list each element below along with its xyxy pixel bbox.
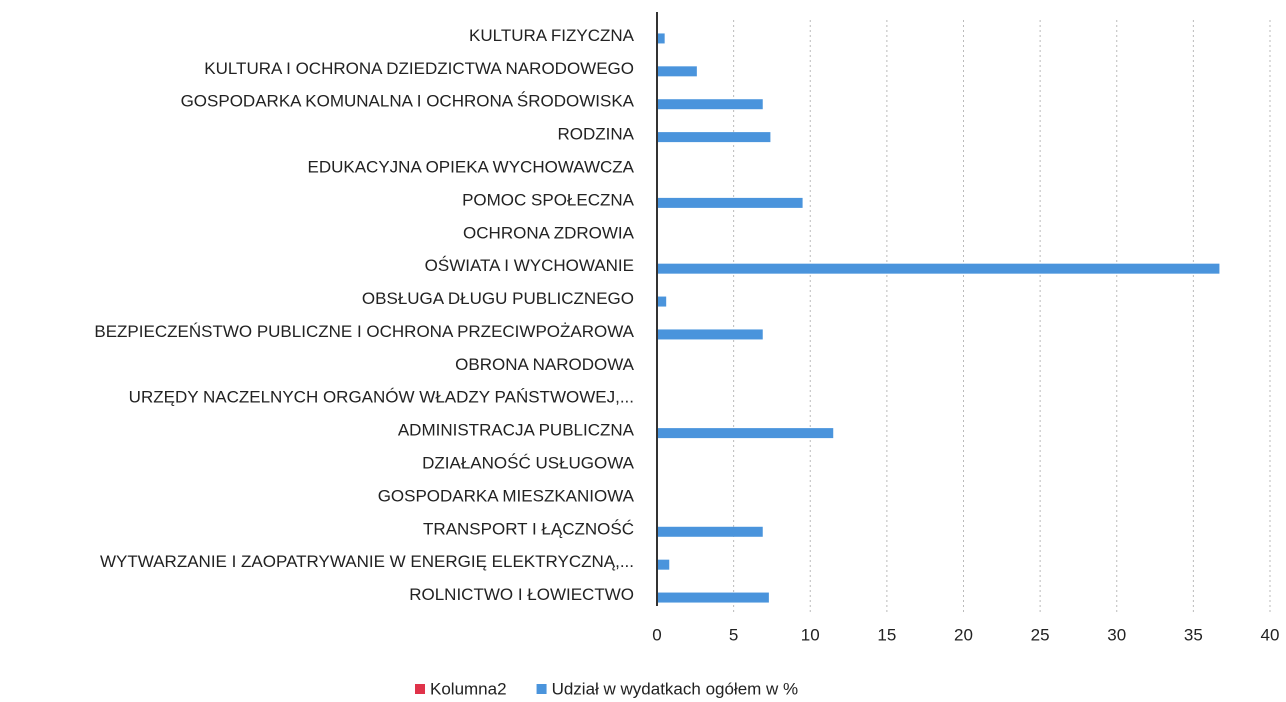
- y-tick-label: RODZINA: [558, 125, 635, 144]
- y-tick-label: OBRONA NARODOWA: [455, 355, 634, 374]
- legend-swatch: [415, 684, 425, 694]
- bar: [657, 132, 771, 143]
- x-tick-label: 0: [652, 625, 661, 644]
- bar: [657, 329, 763, 340]
- bar: [657, 99, 763, 110]
- y-tick-label: KULTURA I OCHRONA DZIEDZICTWA NARODOWEGO: [204, 59, 634, 78]
- bar: [657, 296, 667, 307]
- y-tick-label: ROLNICTWO I ŁOWIECTWO: [409, 585, 634, 604]
- x-tick-label: 10: [801, 625, 820, 644]
- bar: [657, 428, 834, 439]
- x-tick-label: 35: [1184, 625, 1203, 644]
- y-tick-label: BEZPIECZEŃSTWO PUBLICZNE I OCHRONA PRZEC…: [94, 322, 634, 341]
- bar: [657, 197, 803, 208]
- y-tick-label: POMOC SPOŁECZNA: [462, 190, 635, 209]
- y-tick-label: GOSPODARKA KOMUNALNA I OCHRONA ŚRODOWISK…: [181, 92, 635, 111]
- y-tick-label: URZĘDY NACZELNYCH ORGANÓW WŁADZY PAŃSTWO…: [129, 388, 634, 407]
- y-tick-label: OCHRONA ZDROWIA: [463, 223, 635, 242]
- bar: [657, 66, 697, 77]
- y-tick-label: DZIAŁANOŚĆ USŁUGOWA: [422, 453, 635, 472]
- legend-label: Kolumna2: [430, 679, 507, 698]
- x-tick-label: 15: [877, 625, 896, 644]
- x-tick-label: 30: [1107, 625, 1126, 644]
- x-tick-label: 40: [1261, 625, 1280, 644]
- x-tick-label: 20: [954, 625, 973, 644]
- y-tick-label: ADMINISTRACJA PUBLICZNA: [398, 421, 635, 440]
- bar: [657, 592, 769, 603]
- y-tick-label: WYTWARZANIE I ZAOPATRYWANIE W ENERGIĘ EL…: [100, 552, 634, 571]
- y-tick-label: OBSŁUGA DŁUGU PUBLICZNEGO: [362, 289, 634, 308]
- y-tick-label: KULTURA FIZYCZNA: [469, 26, 635, 45]
- x-tick-label: 25: [1031, 625, 1050, 644]
- legend-label: Udział w wydatkach ogółem w %: [552, 679, 799, 698]
- bar: [657, 526, 763, 537]
- y-tick-label: OŚWIATA I WYCHOWANIE: [425, 256, 634, 275]
- y-tick-label: TRANSPORT I ŁĄCZNOŚĆ: [423, 519, 634, 538]
- legend-swatch: [536, 684, 547, 694]
- y-tick-label: EDUKACYJNA OPIEKA WYCHOWAWCZA: [307, 157, 634, 176]
- bar: [657, 33, 665, 44]
- bar: [657, 263, 1220, 274]
- x-tick-label: 5: [729, 625, 738, 644]
- bar: [657, 559, 670, 570]
- y-tick-label: GOSPODARKA MIESZKANIOWA: [378, 486, 635, 505]
